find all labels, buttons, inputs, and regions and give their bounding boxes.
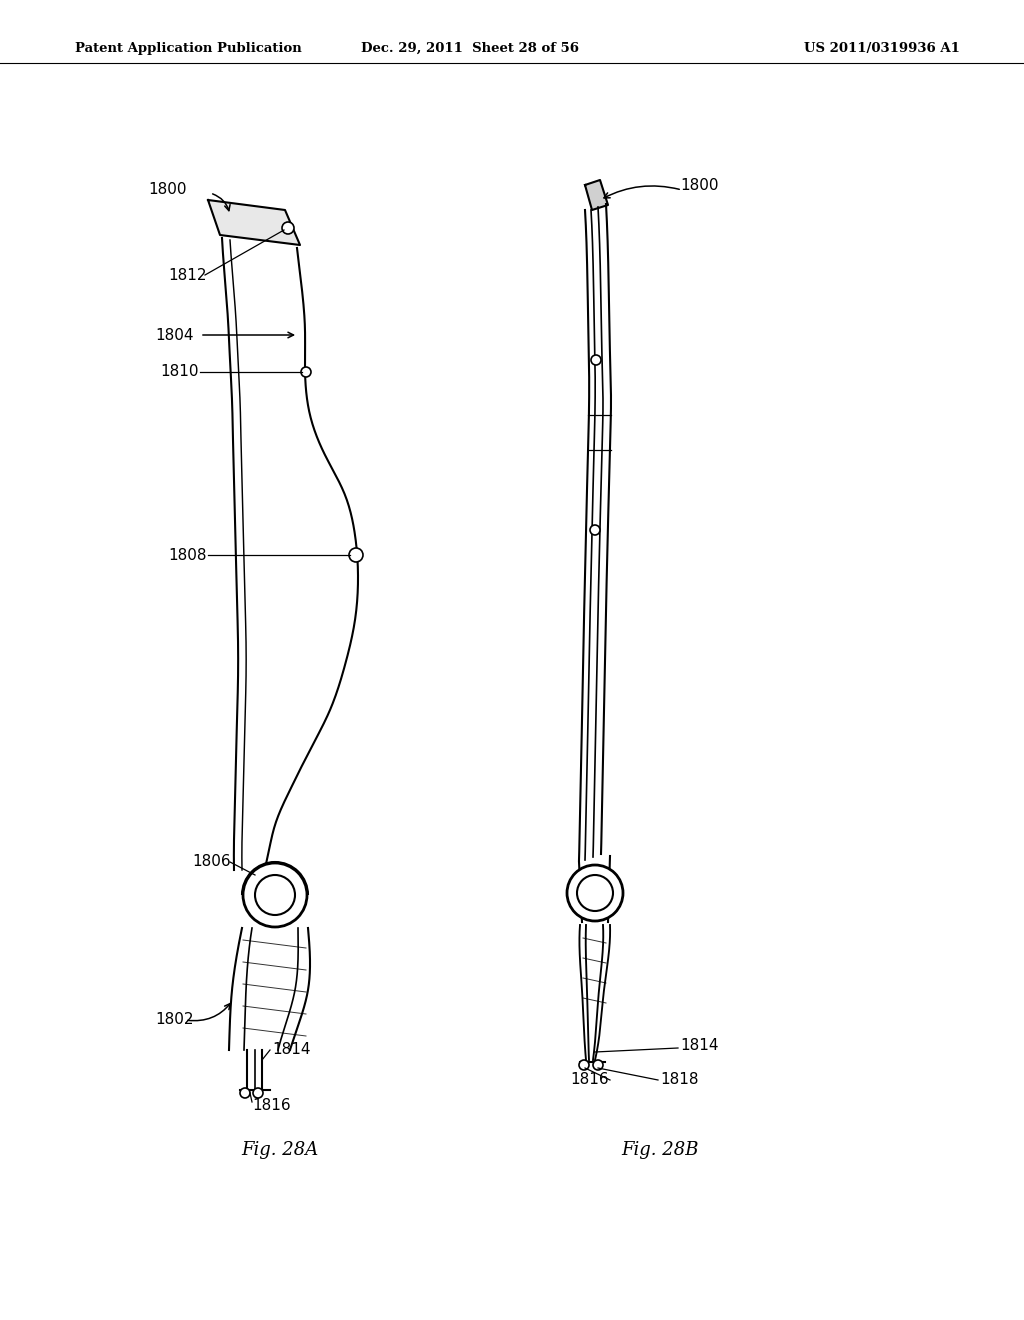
Text: Fig. 28B: Fig. 28B — [622, 1140, 698, 1159]
Circle shape — [253, 1088, 263, 1098]
Text: 1808: 1808 — [168, 548, 207, 562]
Circle shape — [591, 355, 601, 366]
Circle shape — [282, 222, 294, 234]
Circle shape — [243, 863, 307, 927]
Text: Patent Application Publication: Patent Application Publication — [75, 42, 302, 54]
Circle shape — [240, 1088, 250, 1098]
Circle shape — [349, 548, 362, 562]
Text: 1818: 1818 — [660, 1072, 698, 1088]
Text: 1812: 1812 — [168, 268, 207, 282]
Text: 1800: 1800 — [148, 182, 186, 198]
Circle shape — [593, 1060, 603, 1071]
Text: 1814: 1814 — [680, 1038, 719, 1052]
Text: 1814: 1814 — [272, 1043, 310, 1057]
Text: 1816: 1816 — [570, 1072, 608, 1088]
Text: 1806: 1806 — [193, 854, 230, 870]
Text: Dec. 29, 2011  Sheet 28 of 56: Dec. 29, 2011 Sheet 28 of 56 — [361, 42, 579, 54]
Text: 1810: 1810 — [160, 364, 199, 380]
Text: 1802: 1802 — [155, 1012, 194, 1027]
Polygon shape — [585, 180, 608, 210]
Circle shape — [577, 875, 613, 911]
Polygon shape — [208, 201, 300, 246]
Text: 1800: 1800 — [680, 177, 719, 193]
Text: Fig. 28A: Fig. 28A — [242, 1140, 318, 1159]
Circle shape — [255, 875, 295, 915]
Circle shape — [301, 367, 311, 378]
Text: US 2011/0319936 A1: US 2011/0319936 A1 — [804, 42, 961, 54]
Text: 1816: 1816 — [252, 1097, 291, 1113]
Circle shape — [579, 1060, 589, 1071]
Circle shape — [590, 525, 600, 535]
Circle shape — [567, 865, 623, 921]
Text: 1804: 1804 — [155, 327, 194, 342]
